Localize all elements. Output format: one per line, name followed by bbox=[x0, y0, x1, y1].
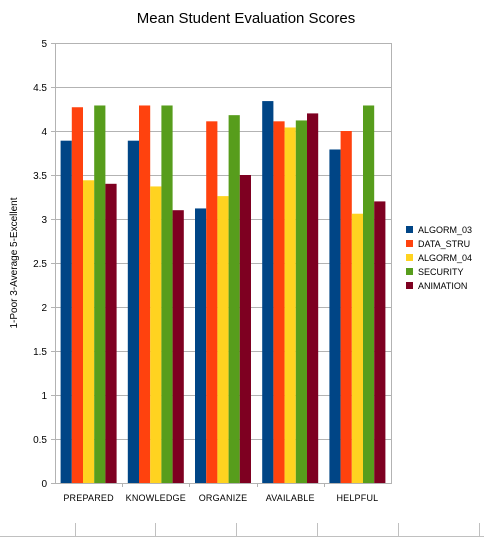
bar bbox=[206, 121, 218, 483]
x-tick-label: KNOWLEDGE bbox=[126, 493, 186, 503]
bar bbox=[71, 107, 83, 484]
legend-swatch bbox=[406, 282, 413, 289]
bar bbox=[161, 105, 173, 483]
bar bbox=[127, 140, 139, 483]
y-axis-label: 1-Poor 3-Average 5-Excellent bbox=[9, 197, 20, 328]
legend-swatch bbox=[406, 268, 413, 275]
chart-title: Mean Student Evaluation Scores bbox=[137, 10, 355, 27]
bar bbox=[172, 210, 184, 483]
bottom-divider bbox=[0, 523, 484, 537]
bar bbox=[83, 180, 95, 483]
bar bbox=[374, 201, 386, 483]
legend-label: DATA_STRU bbox=[418, 239, 470, 249]
legend-label: ALGORM_03 bbox=[418, 225, 472, 235]
bar bbox=[195, 208, 207, 483]
bar bbox=[150, 186, 162, 483]
y-tick-label: 0 bbox=[41, 479, 47, 490]
y-tick-label: 2 bbox=[41, 303, 47, 314]
bar bbox=[340, 131, 352, 483]
bar bbox=[295, 120, 307, 483]
bar bbox=[105, 183, 117, 484]
bar bbox=[363, 105, 375, 483]
bar bbox=[262, 101, 274, 483]
legend-label: ALGORM_04 bbox=[418, 253, 472, 263]
y-tick-label: 3 bbox=[41, 215, 47, 226]
legend-swatch bbox=[406, 226, 413, 233]
y-tick-label: 5 bbox=[41, 39, 47, 50]
bars bbox=[60, 101, 386, 484]
bar bbox=[284, 127, 296, 483]
bar bbox=[139, 105, 151, 483]
bar bbox=[228, 115, 240, 483]
legend-swatch bbox=[406, 254, 413, 261]
legend-label: ANIMATION bbox=[418, 281, 467, 291]
x-tick-label: HELPFUL bbox=[336, 493, 378, 503]
bar bbox=[307, 113, 319, 484]
legend: ALGORM_03 DATA_STRU ALGORM_04 SECURITY ANIMA… bbox=[406, 225, 472, 291]
x-tick-label: ORGANIZE bbox=[199, 493, 248, 503]
y-tick-label: 1 bbox=[41, 391, 47, 402]
bar bbox=[217, 196, 229, 483]
y-tick-label: 0.5 bbox=[33, 435, 47, 446]
y-tick-label: 4.5 bbox=[33, 83, 47, 94]
legend-label: SECURITY bbox=[418, 267, 464, 277]
x-tick-label: AVAILABLE bbox=[266, 493, 315, 503]
x-tick-label: PREPARED bbox=[63, 493, 114, 503]
bar bbox=[60, 140, 72, 483]
y-tick-label: 4 bbox=[41, 127, 47, 138]
y-tick-label: 3.5 bbox=[33, 171, 47, 182]
axes: 0 0.5 1 1.5 2 2.5 3 3.5 4 4.5 5 PREPARED KNOWLEDGE OR… bbox=[33, 39, 392, 503]
bar bbox=[329, 149, 341, 484]
bar bbox=[239, 175, 251, 483]
legend-swatch bbox=[406, 240, 413, 247]
bar bbox=[351, 213, 363, 483]
bar bbox=[273, 121, 285, 483]
y-tick-label: 2.5 bbox=[33, 259, 47, 270]
y-tick-label: 1.5 bbox=[33, 347, 47, 358]
bar bbox=[94, 105, 106, 483]
